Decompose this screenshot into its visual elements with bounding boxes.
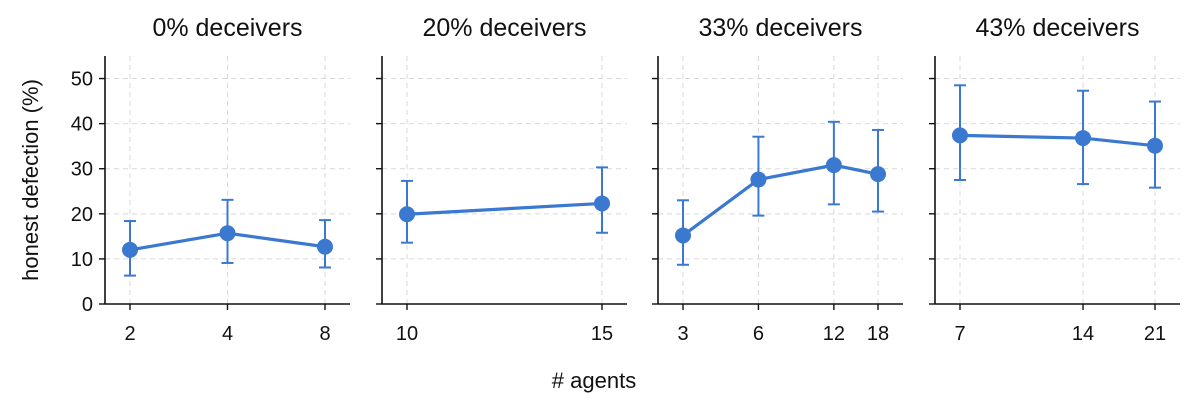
data-point — [219, 225, 236, 242]
data-point — [317, 238, 333, 255]
data-point — [750, 171, 767, 188]
y-tick-label: 0 — [82, 294, 93, 316]
data-point — [870, 166, 886, 183]
y-tick-label: 30 — [71, 159, 93, 181]
panel-title: 43% deceivers — [976, 14, 1140, 42]
x-tick-label: 14 — [1072, 323, 1094, 345]
series-line — [682, 163, 879, 237]
panel-2: 20% deceivers 10 15 — [376, 14, 627, 345]
x-tick-label: 10 — [396, 323, 418, 345]
panel-title: 0% deceivers — [152, 14, 302, 42]
y-tick-label: 20 — [71, 204, 93, 226]
data-point — [952, 127, 968, 144]
data-point — [1075, 130, 1092, 147]
x-axis-label: # agents — [552, 368, 636, 393]
y-tick-label: 40 — [71, 114, 93, 136]
panel-title: 20% deceivers — [423, 14, 587, 42]
data-point — [594, 195, 610, 212]
x-tick-label: 4 — [222, 323, 233, 345]
data-point — [675, 227, 691, 244]
data-point — [399, 206, 415, 223]
panel-1: 0% deceivers 0 10 20 30 40 50 2 4 8 — [71, 14, 350, 345]
x-tick-label: 18 — [867, 323, 889, 345]
panel-3: 33% deceivers 3 6 12 18 — [652, 14, 903, 345]
data-point — [1147, 137, 1163, 154]
data-point — [122, 241, 138, 258]
data-point — [825, 157, 842, 174]
x-tick-label: 7 — [954, 323, 965, 345]
x-tick-label: 2 — [124, 323, 135, 345]
series-line — [959, 133, 1156, 148]
panel-4: 43% deceivers 7 14 21 — [929, 14, 1180, 345]
x-tick-label: 8 — [319, 323, 330, 345]
y-tick-label: 50 — [71, 69, 93, 91]
panel-title: 33% deceivers — [699, 14, 863, 42]
x-tick-label: 3 — [677, 323, 688, 345]
series-line — [406, 201, 603, 216]
x-tick-label: 12 — [823, 323, 845, 345]
x-tick-label: 21 — [1144, 323, 1166, 345]
y-tick-label: 10 — [71, 249, 93, 271]
x-tick-label: 6 — [753, 323, 764, 345]
y-axis-label: honest defection (%) — [18, 79, 43, 281]
x-tick-label: 15 — [591, 323, 613, 345]
